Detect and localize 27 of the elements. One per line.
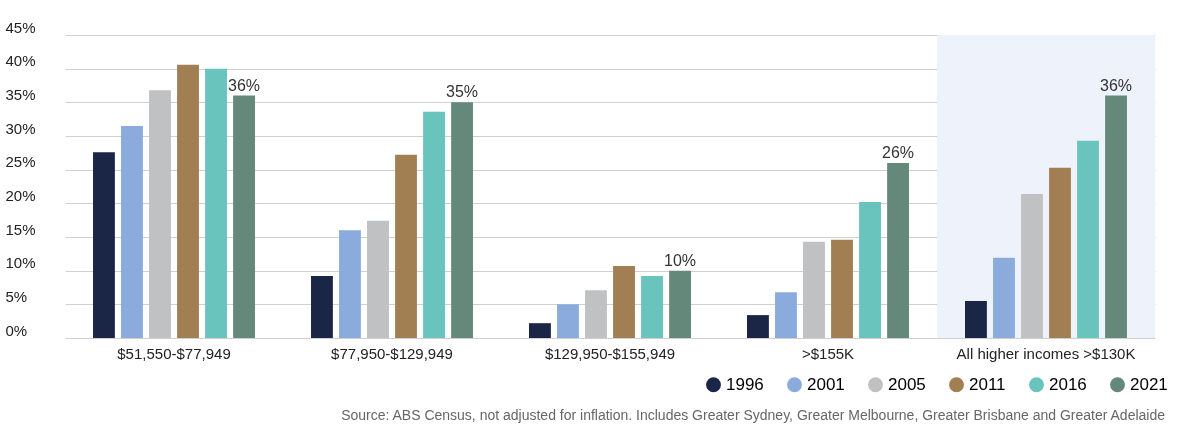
x-tick-label: >$155K <box>801 344 855 362</box>
y-tick-label: 40% <box>5 52 36 70</box>
data-label: 10% <box>664 251 697 269</box>
y-tick-label: 30% <box>5 119 36 137</box>
y-tick-label: 10% <box>5 254 36 272</box>
x-tick-label: $77,950-$129,949 <box>331 344 453 362</box>
legend-label: 2021 <box>1130 374 1168 394</box>
y-tick-label: 20% <box>5 186 36 204</box>
y-tick-label: 45% <box>5 18 36 36</box>
legend-label: 2001 <box>807 374 845 394</box>
data-label: 36% <box>1100 76 1133 94</box>
x-tick-label: $129,950-$155,949 <box>544 344 676 362</box>
x-tick-label: $51,550-$77,949 <box>117 344 231 362</box>
y-tick-label: 15% <box>5 220 36 238</box>
legend-label: 2005 <box>888 374 926 394</box>
y-tick-label: 5% <box>5 287 28 305</box>
legend-label: 1996 <box>726 374 764 394</box>
y-tick-label: 35% <box>5 85 36 103</box>
y-tick-label: 25% <box>5 153 36 171</box>
source-note: Source: ABS Census, not adjusted for inflation. Includes Greater Sydney, Greater Melbourne, Greater Brisbane and Greater Adelaide <box>341 407 1166 423</box>
y-tick-label: 0% <box>5 321 28 339</box>
legend-label: 2016 <box>1049 374 1087 394</box>
legend-label: 2011 <box>969 374 1006 394</box>
data-label: 36% <box>228 76 261 94</box>
data-label: 26% <box>882 143 915 161</box>
x-tick-label: All higher incomes >$130K <box>956 344 1136 362</box>
data-label: 35% <box>446 83 479 101</box>
